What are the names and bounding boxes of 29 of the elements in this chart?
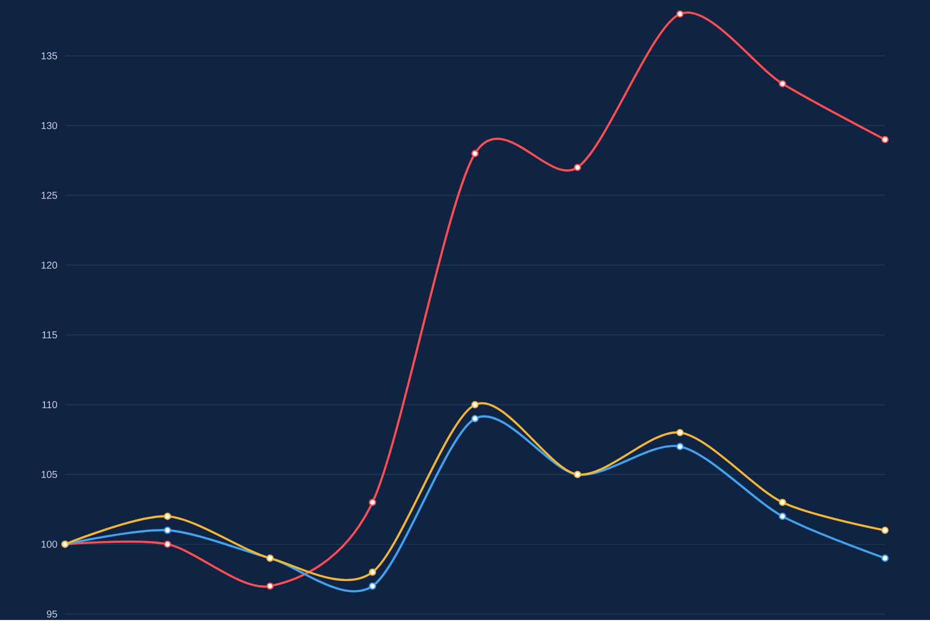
point	[881, 554, 889, 562]
point	[368, 568, 376, 576]
point	[778, 512, 786, 520]
point	[676, 442, 684, 450]
y-tick-label: 110	[42, 401, 58, 408]
y-tick-label: 115	[42, 332, 58, 338]
y-tick-label: 135	[42, 52, 58, 60]
point	[778, 498, 786, 506]
y-tick-label: 100	[42, 540, 58, 548]
point	[266, 582, 274, 590]
point	[574, 164, 582, 172]
point	[471, 150, 479, 158]
y-tick-label: 105	[42, 471, 58, 478]
point	[881, 526, 889, 534]
point	[471, 401, 479, 408]
y-tick-label: 125	[42, 192, 58, 199]
point	[368, 582, 376, 590]
point	[778, 80, 786, 88]
y-tick-label: 120	[42, 262, 58, 269]
point	[676, 10, 684, 18]
point	[881, 136, 889, 144]
point	[676, 429, 684, 436]
y-tick-label: 130	[42, 122, 58, 130]
y-tick-label: 95	[46, 610, 58, 618]
point	[164, 526, 172, 534]
point	[164, 512, 172, 520]
point	[368, 498, 376, 506]
point	[471, 415, 479, 422]
point	[164, 540, 172, 548]
